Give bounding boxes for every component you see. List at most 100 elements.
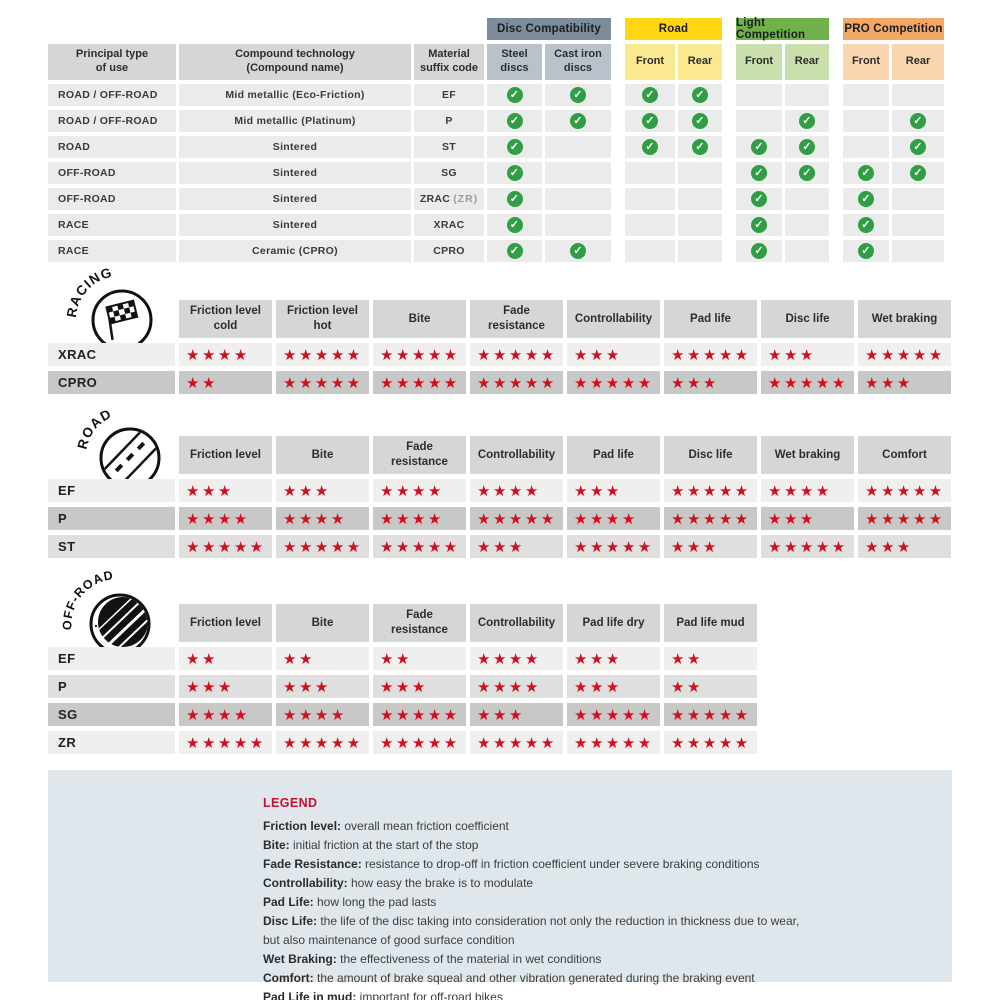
column-header: Controllability [470, 436, 563, 474]
legend-definition: important for off-road bikes [356, 990, 503, 1000]
star-rating: ★★★★★ [179, 535, 272, 558]
compound-cell: Sintered [179, 214, 411, 236]
star-rating: ★★★★★ [567, 535, 660, 558]
check-cell: ✓ [487, 214, 542, 236]
check-cell [892, 84, 944, 106]
check-cell [843, 84, 889, 106]
star-rating: ★★★ [567, 675, 660, 698]
star-rating: ★★ [179, 371, 272, 394]
check-icon: ✓ [692, 139, 708, 155]
check-cell [785, 188, 829, 210]
star-rating: ★★★ [761, 507, 854, 530]
column-header: Pad life [664, 300, 757, 338]
star-rating: ★★★★ [470, 647, 563, 670]
column-header: Fade resistance [470, 300, 563, 338]
group-header: Road [625, 18, 722, 40]
column-header: Bite [276, 604, 369, 642]
legend-definition: overall mean friction coefficient [341, 819, 509, 833]
code-cell: ST [414, 136, 484, 158]
star-rating: ★★★★ [179, 703, 272, 726]
check-icon: ✓ [506, 113, 523, 129]
column-header: Disc life [761, 300, 854, 338]
star-rating: ★★★ [664, 371, 757, 394]
star-rating: ★★★★★ [373, 731, 466, 754]
star-rating: ★★★★★ [761, 371, 854, 394]
star-rating: ★★★★★ [664, 479, 757, 502]
check-cell [678, 214, 722, 236]
column-header: Pad life mud [664, 604, 757, 642]
star-rating: ★★★ [664, 535, 757, 558]
check-icon: ✓ [692, 113, 708, 129]
check-cell: ✓ [487, 136, 542, 158]
star-rating: ★★★ [567, 479, 660, 502]
check-cell: ✓ [545, 240, 611, 262]
star-rating: ★★★ [276, 675, 369, 698]
column-header: Bite [373, 300, 466, 338]
check-cell [678, 162, 722, 184]
check-cell: ✓ [736, 240, 782, 262]
row-label: EF [48, 647, 175, 670]
check-cell: ✓ [678, 84, 722, 106]
star-rating: ★★★ [179, 675, 272, 698]
check-cell: ✓ [892, 136, 944, 158]
check-cell: ✓ [736, 162, 782, 184]
star-rating: ★★★★★ [567, 731, 660, 754]
compound-cell: Sintered [179, 162, 411, 184]
column-header: Controllability [567, 300, 660, 338]
check-icon: ✓ [506, 243, 523, 259]
star-rating: ★★ [664, 675, 757, 698]
star-rating: ★★★★ [179, 507, 272, 530]
compound-cell: Ceramic (CPRO) [179, 240, 411, 262]
star-rating: ★★★★★ [276, 343, 369, 366]
column-header: Rear [678, 44, 722, 80]
check-cell [678, 240, 722, 262]
star-rating: ★★★ [470, 535, 563, 558]
star-rating: ★★ [179, 647, 272, 670]
star-rating: ★★★ [567, 343, 660, 366]
corner-blank [48, 300, 175, 338]
check-icon: ✓ [570, 87, 586, 103]
star-rating: ★★★ [761, 343, 854, 366]
check-cell [892, 188, 944, 210]
check-cell: ✓ [678, 110, 722, 132]
legend-item: Friction level: overall mean friction co… [263, 817, 932, 836]
star-rating: ★★★★★ [276, 535, 369, 558]
column-header: Friction level [179, 436, 272, 474]
column-header: Wet braking [761, 436, 854, 474]
check-icon: ✓ [642, 139, 658, 155]
check-icon: ✓ [506, 87, 523, 103]
row-label: ZR [48, 731, 175, 754]
check-icon: ✓ [570, 243, 586, 259]
star-rating: ★★★★ [276, 703, 369, 726]
check-cell: ✓ [625, 136, 675, 158]
column-header: Friction level cold [179, 300, 272, 338]
star-rating: ★★★★★ [470, 371, 563, 394]
star-rating: ★★ [664, 647, 757, 670]
check-cell [843, 136, 889, 158]
check-cell [625, 214, 675, 236]
check-icon: ✓ [570, 113, 586, 129]
check-icon: ✓ [506, 165, 523, 181]
check-cell: ✓ [843, 214, 889, 236]
offroad-icon: OFF-ROAD [62, 568, 151, 655]
column-header: Disc life [664, 436, 757, 474]
column-header: Fade resistance [373, 436, 466, 474]
check-cell: ✓ [843, 188, 889, 210]
check-cell [545, 136, 611, 158]
star-rating: ★★★ [179, 479, 272, 502]
star-rating: ★★★★★ [761, 535, 854, 558]
column-header: Compound technology (Compound name) [179, 44, 411, 80]
star-rating: ★★★★★ [470, 507, 563, 530]
check-cell: ✓ [785, 110, 829, 132]
check-cell: ✓ [785, 136, 829, 158]
check-cell: ✓ [545, 84, 611, 106]
legend-item: Bite: initial friction at the start of t… [263, 836, 932, 855]
legend-item: Disc Life: the life of the disc taking i… [263, 912, 932, 950]
column-header: Friction level [179, 604, 272, 642]
check-cell: ✓ [487, 110, 542, 132]
check-cell [545, 162, 611, 184]
star-rating: ★★★★★ [664, 731, 757, 754]
legend-term: Bite: [263, 838, 290, 852]
check-icon: ✓ [506, 191, 523, 207]
